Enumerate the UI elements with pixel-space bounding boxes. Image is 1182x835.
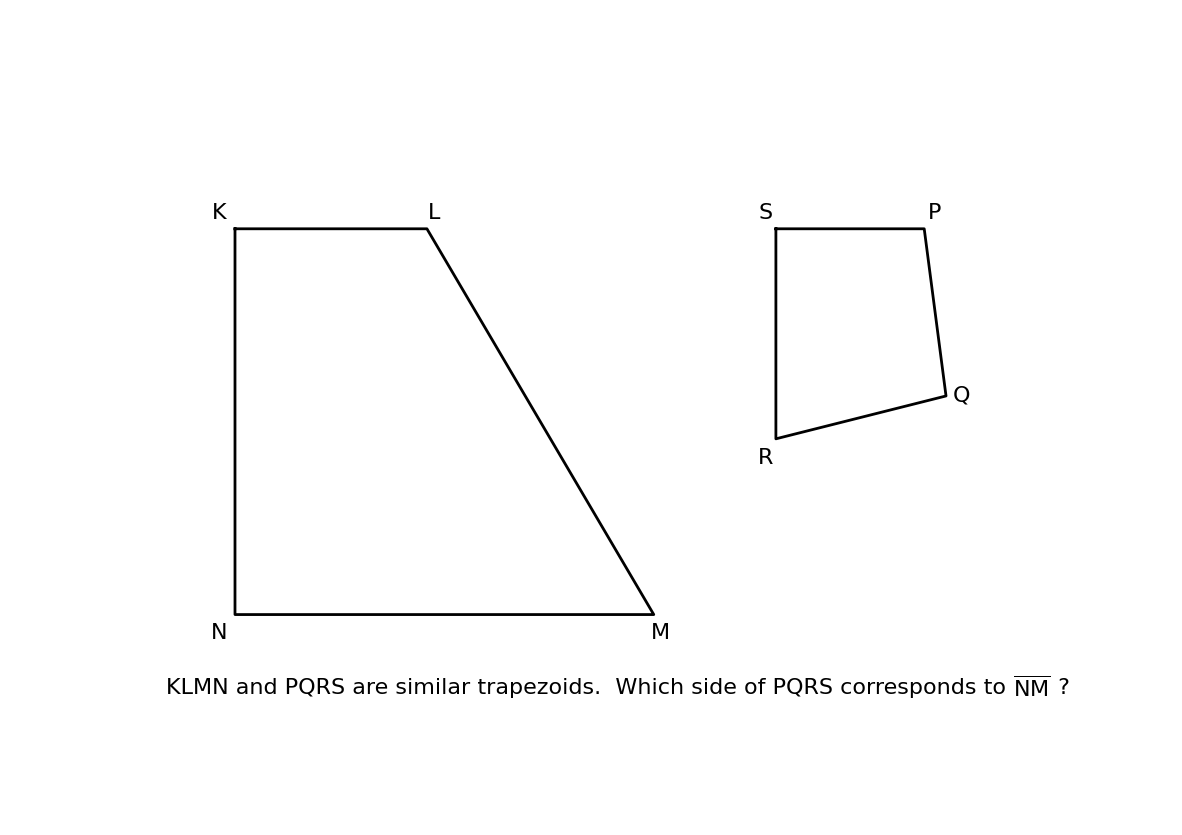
Text: S: S bbox=[759, 204, 773, 223]
Text: ?: ? bbox=[1051, 679, 1070, 699]
Text: Q: Q bbox=[953, 386, 970, 406]
Text: R: R bbox=[758, 448, 773, 468]
Text: M: M bbox=[651, 624, 670, 644]
Text: L: L bbox=[428, 204, 440, 223]
Text: P: P bbox=[928, 204, 941, 223]
Text: KLMN and PQRS are similar trapezoids.  Which side of PQRS corresponds to: KLMN and PQRS are similar trapezoids. Wh… bbox=[165, 679, 1013, 699]
Text: K: K bbox=[212, 204, 227, 223]
Text: N: N bbox=[212, 624, 228, 644]
Text: $\overline{\mathrm{NM}}$: $\overline{\mathrm{NM}}$ bbox=[1013, 676, 1051, 701]
